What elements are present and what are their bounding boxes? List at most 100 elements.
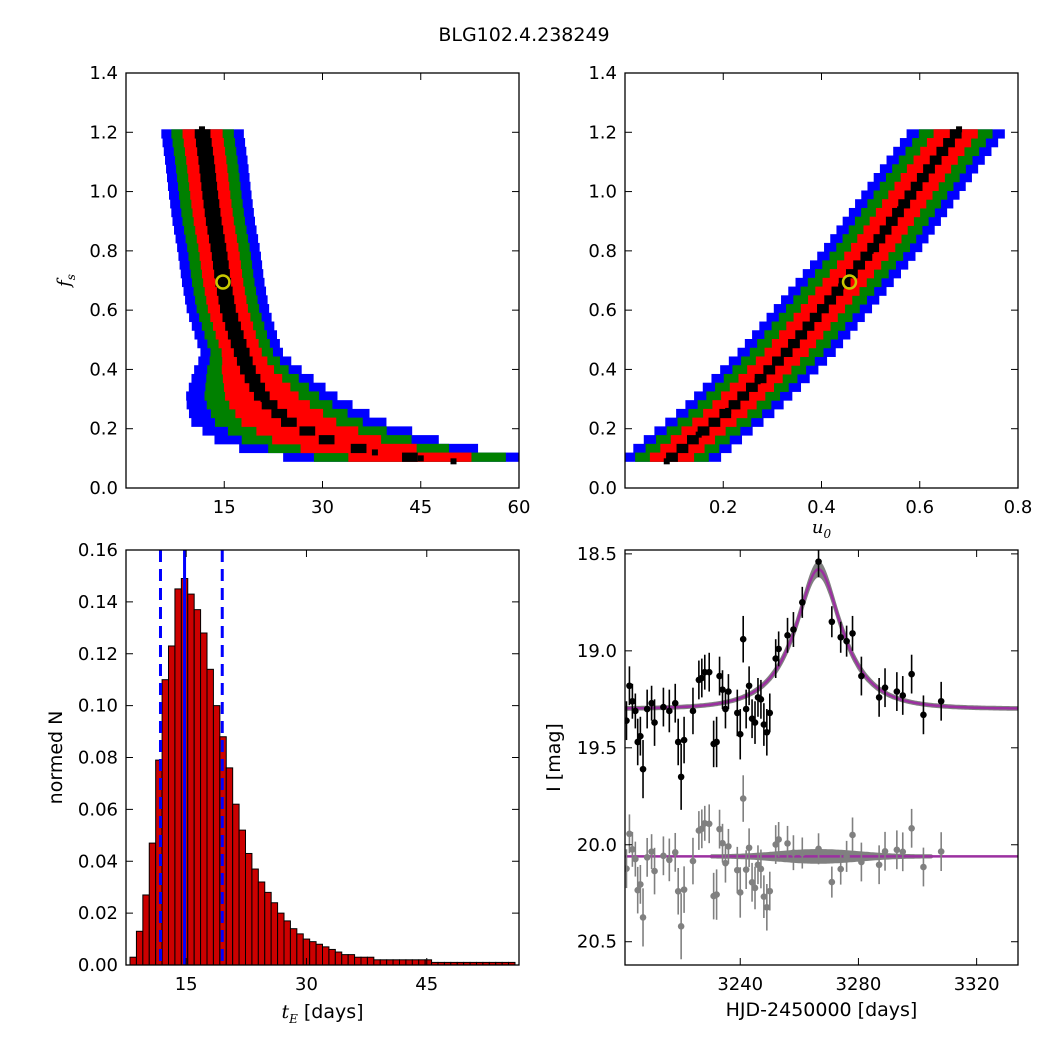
confidence-cell xyxy=(860,251,873,261)
ridge-point xyxy=(956,126,963,133)
data-point xyxy=(629,697,636,705)
confidence-cell xyxy=(244,373,261,384)
histogram-bar xyxy=(315,943,324,966)
confidence-cell xyxy=(831,286,844,296)
confidence-cell xyxy=(916,173,929,183)
histogram-bar xyxy=(174,588,182,966)
confidence-cell xyxy=(904,190,917,200)
residual-point xyxy=(637,881,644,888)
confidence-cell xyxy=(697,426,710,436)
data-point xyxy=(677,773,685,781)
ridge-point xyxy=(260,396,267,403)
ridge-point xyxy=(695,431,702,438)
data-point xyxy=(899,692,907,699)
panel-te-fs: 15 30 45 60 0.0 0.2 0.4 0.6 0.8 1.0 1.2 1.4 fs xyxy=(54,63,530,518)
data-point xyxy=(881,684,889,691)
histogram-bar xyxy=(257,881,266,966)
residual-point xyxy=(632,855,639,863)
residual-point xyxy=(716,825,723,833)
y-tick-label: 18.5 xyxy=(577,544,617,565)
histogram-bar xyxy=(187,593,195,966)
y-tick-label: 0.2 xyxy=(588,419,617,440)
histogram-bar xyxy=(245,852,253,966)
confidence-cell xyxy=(763,365,776,375)
confidence-cell xyxy=(892,207,904,218)
y-tick-label: 0.16 xyxy=(78,540,118,561)
x-tick-label: 60 xyxy=(508,497,531,518)
confidence-cell xyxy=(227,330,244,340)
data-point xyxy=(798,599,806,606)
histogram-bar xyxy=(168,645,176,966)
ridge-point xyxy=(754,378,761,385)
y-axis-label-subscript: s xyxy=(64,274,78,280)
residual-point xyxy=(643,854,651,861)
residual-point xyxy=(713,891,720,898)
ridge-point xyxy=(244,366,251,373)
confidence-cell xyxy=(233,347,250,357)
histogram-bar xyxy=(341,954,349,966)
confidence-cell xyxy=(898,199,911,209)
confidence-cell xyxy=(838,277,851,288)
histogram-bar xyxy=(225,767,234,966)
y-tick-label: 1.4 xyxy=(89,63,118,84)
histogram-bar xyxy=(129,956,137,966)
residual-point xyxy=(751,884,759,892)
residual-point xyxy=(858,858,865,866)
histogram-bar xyxy=(418,959,426,966)
residual-point xyxy=(920,863,927,871)
histogram-bar xyxy=(270,902,279,966)
histogram-bar xyxy=(212,705,221,966)
residual-point xyxy=(648,848,655,855)
data-point xyxy=(632,707,639,715)
data-point xyxy=(666,707,673,715)
y-tick-label: 0.08 xyxy=(78,748,118,769)
data-point xyxy=(648,699,655,707)
histogram-bar xyxy=(386,959,394,966)
y-tick-label: 0.0 xyxy=(89,478,118,499)
axes-frame xyxy=(624,549,1019,966)
confidence-cell xyxy=(194,129,211,139)
data-point xyxy=(784,632,791,639)
y-tick-label: 0.02 xyxy=(78,903,118,924)
residual-point xyxy=(666,856,673,864)
data-point xyxy=(775,645,782,653)
ridge-point xyxy=(219,277,226,284)
residual-point xyxy=(775,836,782,843)
histogram-bar xyxy=(264,891,272,966)
residual-point xyxy=(837,865,845,873)
ridge-point xyxy=(371,449,378,456)
residual-point xyxy=(626,830,633,838)
histogram-bar xyxy=(206,668,214,966)
y-tick-label: 0.0 xyxy=(588,478,617,499)
data-point xyxy=(772,655,779,662)
histogram-bar xyxy=(251,868,259,966)
x-tick-label: 0.4 xyxy=(807,497,836,518)
y-tick-label: 0.6 xyxy=(89,300,118,321)
histogram-bar xyxy=(200,632,208,966)
confidence-cell xyxy=(929,155,942,165)
residual-point xyxy=(766,887,774,895)
data-point xyxy=(651,719,658,726)
confidence-cell xyxy=(225,321,241,331)
ridge-point xyxy=(234,336,241,343)
residual-point xyxy=(815,845,822,853)
confidence-cell xyxy=(253,391,270,401)
confidence-cell xyxy=(728,400,741,410)
data-point xyxy=(634,738,642,746)
confidence-cell xyxy=(202,190,219,200)
x-tick-label: 0.2 xyxy=(709,497,738,518)
x-tick-label: 3280 xyxy=(836,974,882,995)
y-tick-label: 0.12 xyxy=(78,644,118,665)
residual-point xyxy=(677,923,685,930)
confidence-cell xyxy=(910,181,923,191)
residual-point xyxy=(790,849,797,856)
data-point xyxy=(722,705,729,713)
confidence-cell xyxy=(236,356,253,366)
ridge-point xyxy=(813,313,820,320)
y-tick-label: 20.5 xyxy=(577,932,617,953)
y-tick-label: 0.2 xyxy=(89,419,118,440)
model-curve xyxy=(625,567,1018,710)
residual-point xyxy=(875,861,883,869)
ridge-point xyxy=(784,348,791,355)
